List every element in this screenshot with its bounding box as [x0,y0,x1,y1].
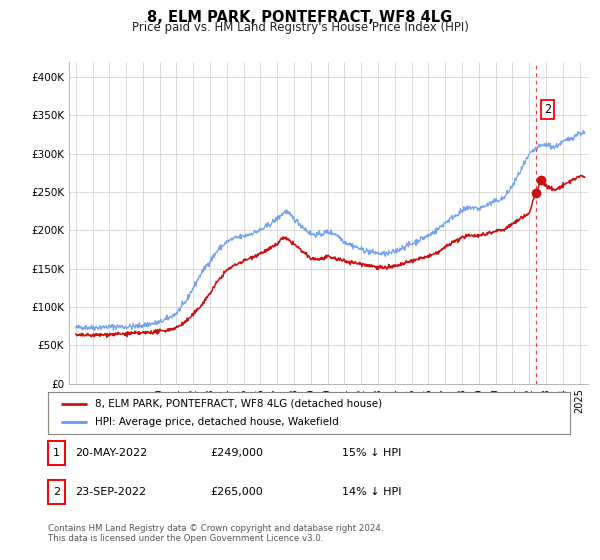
Text: 8, ELM PARK, PONTEFRACT, WF8 4LG: 8, ELM PARK, PONTEFRACT, WF8 4LG [148,10,452,25]
Text: £249,000: £249,000 [210,448,263,458]
Text: This data is licensed under the Open Government Licence v3.0.: This data is licensed under the Open Gov… [48,534,323,543]
Text: 23-SEP-2022: 23-SEP-2022 [75,487,146,497]
Text: HPI: Average price, detached house, Wakefield: HPI: Average price, detached house, Wake… [95,417,339,427]
Text: 2: 2 [544,102,551,115]
Text: Price paid vs. HM Land Registry's House Price Index (HPI): Price paid vs. HM Land Registry's House … [131,21,469,34]
Text: 2: 2 [53,487,60,497]
Text: 20-MAY-2022: 20-MAY-2022 [75,448,147,458]
Text: Contains HM Land Registry data © Crown copyright and database right 2024.: Contains HM Land Registry data © Crown c… [48,524,383,533]
Text: 8, ELM PARK, PONTEFRACT, WF8 4LG (detached house): 8, ELM PARK, PONTEFRACT, WF8 4LG (detach… [95,399,382,409]
Text: 14% ↓ HPI: 14% ↓ HPI [342,487,401,497]
Text: £265,000: £265,000 [210,487,263,497]
Text: 15% ↓ HPI: 15% ↓ HPI [342,448,401,458]
Text: 1: 1 [53,448,60,458]
